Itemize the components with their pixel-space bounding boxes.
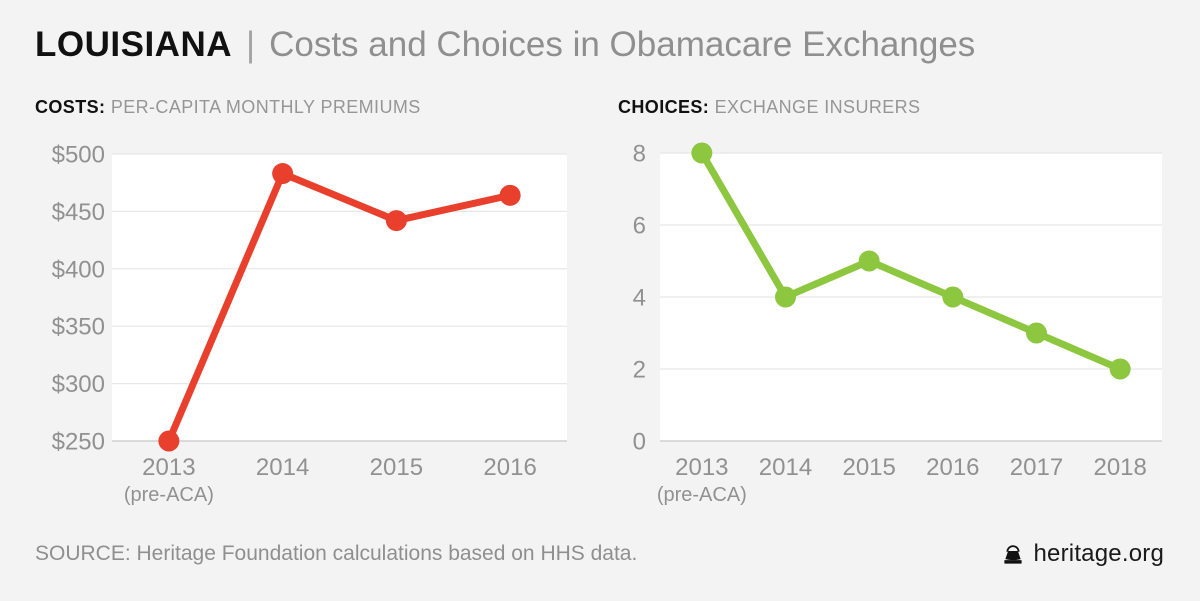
y-tick-label: 2 xyxy=(633,357,646,384)
y-tick-label: $350 xyxy=(52,314,105,341)
x-tick-note: (pre-ACA) xyxy=(124,484,214,506)
costs-sublabel: PER-CAPITA MONTHLY PREMIUMS xyxy=(110,97,421,117)
series-line xyxy=(698,149,1124,373)
choices-chart: 8 6 4 2 0 2013 (pre-ACA) 2014 2015 2016 2017 2018 xyxy=(633,141,1162,506)
y-tick-label: $300 xyxy=(52,371,105,398)
y-tick-label: 8 xyxy=(633,141,646,168)
page-title: LOUISIANA | Costs and Choices in Obamacare… xyxy=(35,25,976,65)
choices-section-label: CHOICES: EXCHANGE INSURERS xyxy=(618,97,920,118)
brand-domain: heritage.org xyxy=(1033,540,1164,567)
data-point xyxy=(1026,322,1047,344)
y-tick-label: 6 xyxy=(633,213,646,240)
costs-label: COSTS: xyxy=(35,97,106,117)
costs-section-label: COSTS: PER-CAPITA MONTHLY PREMIUMS xyxy=(35,97,421,118)
y-tick-label: $400 xyxy=(52,256,105,283)
data-point xyxy=(691,142,713,164)
costs-chart: $500 $450 $400 $350 $300 $250 2013 (pre-ACA) 201… xyxy=(52,142,567,506)
data-point xyxy=(272,163,294,185)
choices-sublabel: EXCHANGE INSURERS xyxy=(714,97,921,117)
data-point xyxy=(1109,358,1131,380)
x-tick-label: 2016 xyxy=(926,454,979,481)
data-point xyxy=(385,210,407,232)
y-tick-label: $450 xyxy=(52,199,105,226)
liberty-bell-icon xyxy=(1003,545,1022,564)
title-divider: | xyxy=(246,25,256,64)
source-text: SOURCE: Heritage Foundation calculations… xyxy=(35,542,638,565)
y-tick-label: $500 xyxy=(52,142,105,169)
x-tick-label: 2013 xyxy=(142,454,195,481)
choices-label: CHOICES: xyxy=(618,97,710,117)
x-tick-label: 2015 xyxy=(370,454,423,481)
title-subtitle: Costs and Choices in Obamacare Exchanges xyxy=(269,25,976,64)
x-tick-label: 2014 xyxy=(256,454,309,481)
series-line xyxy=(165,170,514,445)
x-tick-label: 2016 xyxy=(483,454,536,481)
brand-logo: heritage.org xyxy=(1001,540,1165,568)
y-tick-label: $250 xyxy=(52,429,105,456)
data-point xyxy=(775,286,796,308)
data-point xyxy=(942,286,964,308)
state-name: LOUISIANA xyxy=(35,25,232,64)
data-point xyxy=(499,184,521,206)
x-tick-note: (pre-ACA) xyxy=(657,484,747,506)
x-tick-label: 2015 xyxy=(842,454,895,481)
x-tick-label: 2018 xyxy=(1093,454,1146,481)
x-tick-label: 2013 xyxy=(675,454,728,481)
y-tick-label: 0 xyxy=(633,429,646,456)
x-tick-label: 2017 xyxy=(1010,454,1063,481)
data-point xyxy=(158,430,180,452)
y-tick-label: 4 xyxy=(633,285,646,312)
x-tick-label: 2014 xyxy=(759,454,812,481)
data-point xyxy=(858,250,880,272)
